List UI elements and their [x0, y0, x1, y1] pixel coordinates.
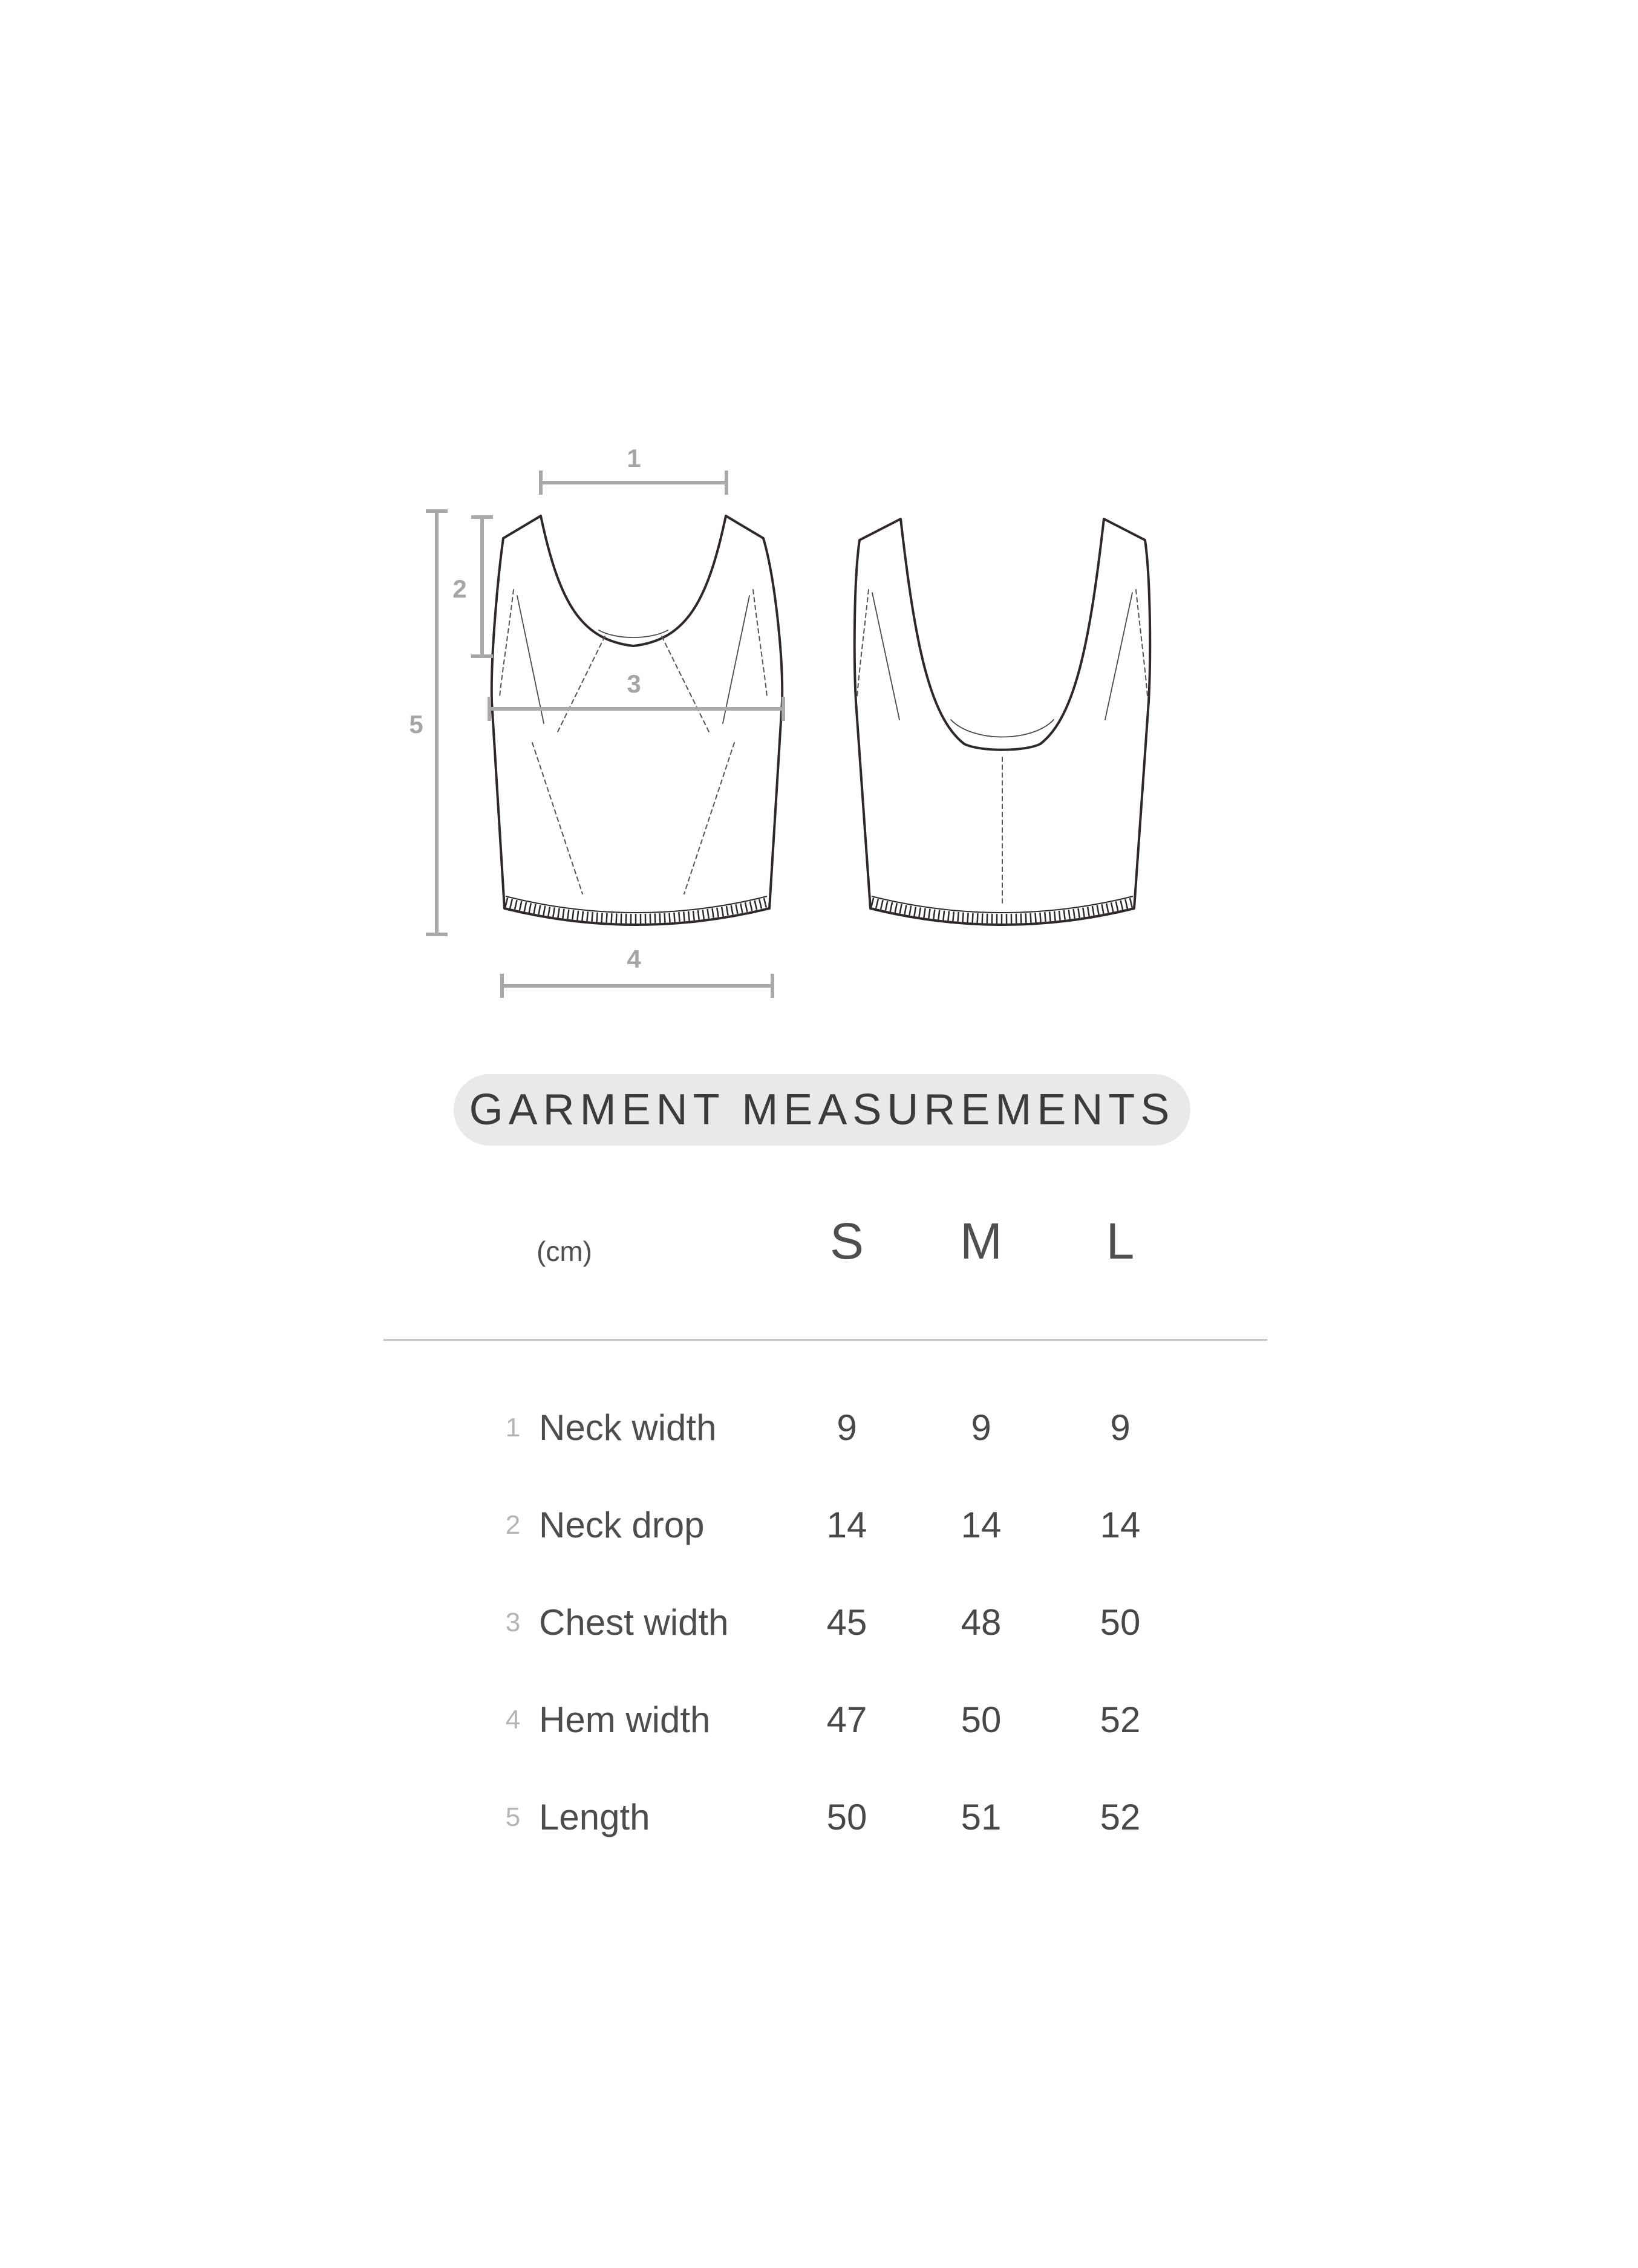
- front-armhole-stitch-right: [752, 589, 768, 697]
- measurement-table: 1 Neck width 9 9 9 2 Neck drop 14 14 1 4 …: [383, 1379, 1267, 1866]
- dim-4-label: 4: [627, 945, 641, 973]
- size-header-s: S: [829, 1213, 864, 1269]
- row-number: 1: [505, 1413, 521, 1442]
- value-s: 14: [826, 1505, 867, 1545]
- row-label: Chest width: [539, 1602, 729, 1643]
- section-title-pill: GARMENT MEASUREMENTS: [454, 1074, 1190, 1145]
- value-m: 9: [971, 1407, 991, 1448]
- row-number: 2: [505, 1510, 521, 1540]
- table-row-neck-width: 1 Neck width 9 9 9: [383, 1379, 1267, 1476]
- garment-diagram: 1 2 3 4 5: [409, 444, 1152, 998]
- dim-3-label: 3: [627, 670, 641, 698]
- header-divider: [383, 1339, 1267, 1341]
- value-m: 14: [961, 1505, 1002, 1545]
- unit-label: (cm): [537, 1236, 592, 1267]
- dim-1-label: 1: [627, 444, 641, 472]
- front-armhole-facing-left: [517, 595, 544, 724]
- front-armhole-facing-right: [722, 595, 750, 724]
- value-l: 9: [1110, 1407, 1131, 1448]
- front-silhouette: [490, 515, 784, 926]
- table-header: (cm) S M L: [383, 1210, 1267, 1288]
- back-armhole-stitch-right: [1135, 589, 1148, 697]
- front-seam-lower-left: [532, 742, 583, 894]
- row-label: Neck drop: [539, 1505, 705, 1545]
- back-silhouette: [853, 518, 1152, 926]
- dim-2-neck-drop: 2: [452, 515, 493, 658]
- row-number: 5: [505, 1802, 521, 1832]
- back-armhole-facing-left: [872, 592, 900, 720]
- row-number: 3: [505, 1608, 521, 1637]
- size-header-l: L: [1106, 1213, 1135, 1269]
- value-l: 14: [1100, 1505, 1141, 1545]
- value-s: 9: [837, 1407, 857, 1448]
- size-header-m: M: [960, 1213, 1002, 1269]
- dim-5-label: 5: [409, 710, 423, 738]
- back-armhole-facing-right: [1105, 592, 1133, 720]
- back-hem-top-line: [871, 896, 1134, 913]
- table-row-neck-drop: 2 Neck drop 14 14 14: [383, 1476, 1267, 1574]
- table-row-chest-width: 3 Chest width 45 48 50: [383, 1574, 1267, 1671]
- row-label: Length: [539, 1797, 650, 1837]
- front-seam-lower-right: [684, 742, 735, 894]
- value-l: 50: [1100, 1602, 1141, 1643]
- value-s: 50: [826, 1797, 867, 1837]
- front-armhole-stitch-left: [499, 589, 514, 697]
- front-hem-top-line: [505, 896, 768, 913]
- row-label: Neck width: [539, 1407, 717, 1448]
- value-l: 52: [1100, 1797, 1141, 1837]
- value-m: 51: [961, 1797, 1002, 1837]
- front-seam-upper-right: [661, 636, 711, 735]
- back-armhole-stitch-left: [857, 589, 869, 697]
- table-row-hem-width: 4 Hem width 47 50 52: [383, 1671, 1267, 1768]
- value-s: 47: [826, 1699, 867, 1740]
- row-label: Hem width: [539, 1699, 711, 1740]
- front-view: [490, 515, 784, 926]
- dim-2-label: 2: [452, 575, 466, 603]
- front-hem-stitching: [504, 898, 768, 924]
- value-m: 50: [961, 1699, 1002, 1740]
- row-number: 4: [505, 1705, 521, 1735]
- table-row-length: 5 Length 50 51 52: [383, 1768, 1267, 1866]
- front-seam-upper-left: [556, 636, 605, 735]
- dim-1-neck-width: 1: [539, 444, 728, 495]
- back-hem-stitching: [870, 898, 1134, 924]
- value-m: 48: [961, 1602, 1002, 1643]
- section-title: GARMENT MEASUREMENTS: [469, 1086, 1175, 1134]
- front-neck-binding: [598, 630, 668, 638]
- value-l: 52: [1100, 1699, 1141, 1740]
- back-neck-binding: [950, 719, 1054, 738]
- dim-5-length: 5: [409, 509, 448, 936]
- dim-3-chest-width: 3: [488, 670, 785, 721]
- value-s: 45: [826, 1602, 867, 1643]
- dim-4-hem-width: 4: [500, 945, 774, 998]
- back-view: [853, 518, 1152, 926]
